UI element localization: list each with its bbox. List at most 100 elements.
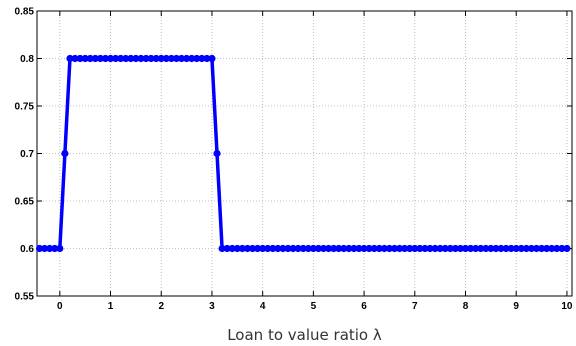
- x-tick-labels: 0 1 2 3 4 5 6 7 8 9 10: [57, 301, 573, 312]
- series-point: [446, 244, 454, 253]
- series-point: [385, 244, 394, 253]
- series-point: [431, 244, 439, 253]
- series-point: [274, 244, 282, 253]
- series-point: [461, 244, 470, 253]
- series-point: [41, 244, 49, 253]
- series-point: [117, 54, 125, 63]
- series-point: [497, 244, 505, 253]
- series-point: [350, 244, 358, 253]
- series-point: [177, 54, 186, 63]
- series-point: [294, 244, 302, 253]
- series-point: [137, 54, 145, 63]
- series-point: [56, 244, 64, 253]
- grid-lines: [37, 10, 572, 297]
- series-point: [548, 244, 556, 253]
- series-point: [390, 244, 399, 253]
- series-point: [81, 54, 89, 63]
- series-point: [91, 54, 99, 63]
- y-tick-label: 0.6: [20, 244, 34, 255]
- series-point: [365, 244, 373, 253]
- series-point: [127, 54, 135, 63]
- series-group: [35, 54, 571, 253]
- series-point: [532, 244, 541, 253]
- series-point: [375, 244, 383, 253]
- x-tick-label: 7: [412, 301, 418, 312]
- series-point: [106, 54, 115, 63]
- series-point: [553, 244, 561, 253]
- series-point: [259, 244, 267, 253]
- x-tick-label: 9: [513, 301, 519, 312]
- series-point: [304, 244, 312, 253]
- series-point: [330, 244, 338, 253]
- y-tick-labels: 0.55 0.6 0.65 0.7 0.75 0.8 0.85: [15, 7, 35, 303]
- y-tick-label: 0.75: [15, 102, 35, 113]
- x-tick-label: 0: [57, 301, 63, 312]
- series-point: [96, 54, 104, 63]
- series-point: [198, 54, 206, 63]
- series-point: [477, 244, 485, 253]
- series-point: [314, 244, 323, 253]
- series-point: [157, 54, 165, 63]
- series-point: [182, 54, 191, 63]
- series-point: [451, 244, 459, 253]
- series-point: [218, 244, 226, 253]
- series-point: [406, 244, 414, 253]
- x-tick-label: 3: [209, 301, 215, 312]
- y-tick-label: 0.65: [15, 197, 35, 208]
- series-point: [213, 149, 221, 158]
- x-tick-label: 1: [108, 301, 114, 312]
- series-point: [421, 244, 429, 253]
- series-point: [51, 244, 59, 253]
- series-point: [35, 244, 44, 253]
- series-point: [172, 54, 181, 63]
- series-point: [512, 244, 520, 253]
- series-point: [558, 244, 566, 253]
- series-point: [517, 244, 525, 253]
- series-point: [482, 244, 490, 253]
- series-point: [162, 54, 170, 63]
- x-tick-label: 5: [311, 301, 317, 312]
- series-point: [563, 244, 571, 253]
- series-point: [203, 54, 211, 63]
- y-tick-label: 0.85: [15, 7, 35, 18]
- series-point: [537, 244, 546, 253]
- series-point: [122, 54, 130, 63]
- x-axis-label: Loan to value ratio λ: [227, 326, 382, 344]
- series-point: [188, 54, 196, 63]
- series-point: [380, 244, 388, 253]
- series-point: [411, 244, 419, 253]
- series-point: [269, 244, 277, 253]
- series-point: [436, 244, 444, 253]
- series-point: [233, 244, 241, 253]
- y-tick-label: 0.55: [15, 292, 35, 303]
- y-tick-label: 0.7: [20, 149, 34, 160]
- series-point: [456, 244, 465, 253]
- series-point: [142, 54, 150, 63]
- series-point: [416, 244, 424, 253]
- series-point: [152, 54, 160, 63]
- series-point: [86, 54, 94, 63]
- series-point: [426, 244, 434, 253]
- series-point: [299, 244, 307, 253]
- series-point: [243, 244, 252, 253]
- series-point: [355, 244, 363, 253]
- series-point: [223, 244, 231, 253]
- series-point: [279, 244, 287, 253]
- series-point: [340, 244, 348, 253]
- series-point: [472, 244, 480, 253]
- series-point: [147, 54, 155, 63]
- series-point: [345, 244, 353, 253]
- series-point: [360, 244, 368, 253]
- series-point: [248, 244, 257, 253]
- series-point: [61, 149, 69, 158]
- series-point: [309, 244, 317, 253]
- series-point: [167, 54, 175, 63]
- series-point: [527, 244, 536, 253]
- series-point: [46, 244, 54, 253]
- series-point: [487, 244, 495, 253]
- series-point: [395, 244, 404, 253]
- series-point: [193, 54, 201, 63]
- series-point: [66, 54, 74, 63]
- series-point: [208, 54, 216, 63]
